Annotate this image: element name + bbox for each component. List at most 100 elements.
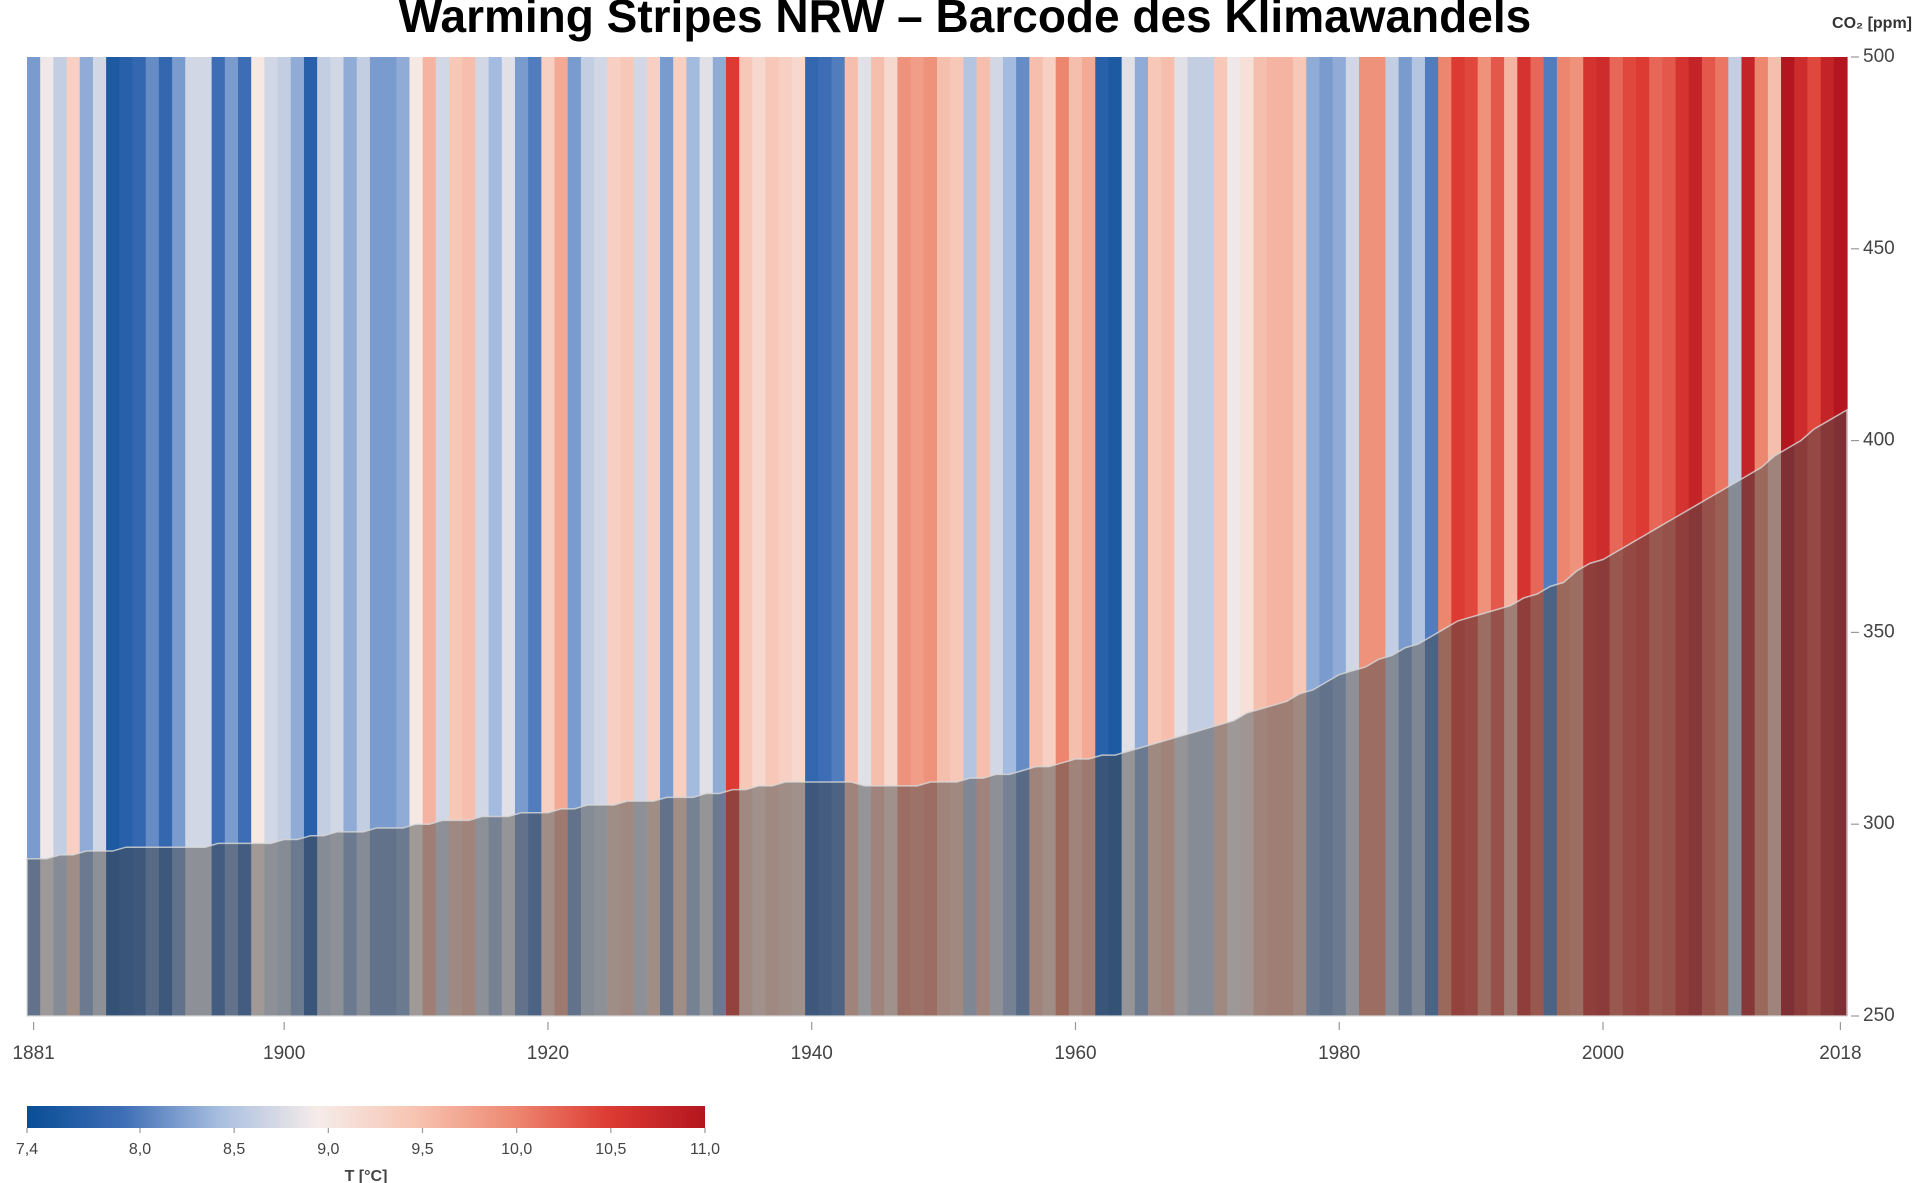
x-tick-label: 2000	[1582, 1043, 1624, 1064]
y2-tick-label: 250	[1863, 1005, 1895, 1026]
stripe	[712, 57, 727, 1016]
stripe	[277, 57, 292, 1016]
colorbar-tick-label: 9,0	[317, 1141, 339, 1158]
stripe	[739, 57, 753, 1016]
x-tick-label: 1881	[12, 1043, 54, 1064]
stripe	[686, 57, 701, 1016]
stripe	[699, 57, 714, 1016]
stripe	[185, 57, 200, 1016]
colorbar	[27, 1106, 705, 1128]
stripe	[765, 57, 780, 1016]
stripe	[92, 57, 107, 1016]
stripe	[673, 57, 688, 1016]
stripe	[514, 57, 529, 1016]
stripe	[818, 57, 833, 1016]
stripe	[303, 57, 318, 1016]
stripe	[396, 57, 411, 1016]
colorbar-tick-label: 9,5	[411, 1141, 433, 1158]
stripe	[791, 57, 806, 1016]
colorbar-tick-label: 8,5	[223, 1141, 245, 1158]
stripe	[778, 57, 793, 1016]
stripe	[607, 57, 622, 1016]
stripe	[937, 57, 951, 1016]
colorbar-tick-label: 7,4	[16, 1141, 38, 1158]
stripe	[976, 57, 991, 1016]
y2-tick-label: 500	[1863, 46, 1895, 67]
stripe	[805, 57, 819, 1016]
stripe	[356, 57, 371, 1016]
stripe	[646, 57, 661, 1016]
stripe	[541, 57, 556, 1016]
stripe	[554, 57, 569, 1016]
stripe	[132, 57, 147, 1016]
stripe	[871, 57, 885, 1016]
x-tick-label: 1940	[791, 1043, 833, 1064]
stripe	[475, 57, 490, 1016]
y2-tick-label: 350	[1863, 621, 1895, 642]
stripe	[40, 57, 54, 1016]
stripe	[844, 57, 859, 1016]
stripe	[290, 57, 305, 1016]
stripe	[66, 57, 81, 1016]
stripe	[897, 57, 912, 1016]
stripe	[580, 57, 595, 1016]
stripe	[422, 57, 437, 1016]
stripe	[224, 57, 239, 1016]
stripe	[923, 57, 938, 1016]
colorbar-tick-label: 10,0	[501, 1141, 532, 1158]
y2-tick-label: 300	[1863, 813, 1895, 834]
stripe	[963, 57, 978, 1016]
y2-axis-label: CO₂ [ppm]	[1832, 15, 1912, 32]
stripe	[567, 57, 582, 1016]
x-tick-label: 1960	[1054, 1043, 1096, 1064]
stripe	[857, 57, 872, 1016]
stripe	[79, 57, 94, 1016]
stripe	[462, 57, 477, 1016]
stripe	[884, 57, 899, 1016]
stripe	[528, 57, 542, 1016]
stripe	[251, 57, 265, 1016]
stripe	[501, 57, 516, 1016]
stripe	[198, 57, 213, 1016]
colorbar-tick-label: 10,5	[595, 1141, 626, 1158]
stripe	[211, 57, 226, 1016]
stripe	[449, 57, 463, 1016]
x-tick-label: 2018	[1819, 1043, 1861, 1064]
stripe	[594, 57, 608, 1016]
co2-area	[26, 408, 1848, 1017]
stripe	[145, 57, 160, 1016]
stripe	[330, 57, 345, 1016]
stripe	[383, 57, 397, 1016]
stripe	[950, 57, 964, 1016]
y2-tick-label: 450	[1863, 238, 1895, 259]
x-tick-label: 1920	[527, 1043, 569, 1064]
stripe	[369, 57, 384, 1016]
colorbar-label: T [°C]	[345, 1168, 388, 1183]
stripe	[158, 57, 173, 1016]
stripe	[172, 57, 186, 1016]
chart-title: Warming Stripes NRW – Barcode des Klimaw…	[399, 0, 1531, 42]
stripe	[409, 57, 424, 1016]
y2-tick-label: 400	[1863, 430, 1895, 451]
stripe	[488, 57, 503, 1016]
x-tick-label: 1900	[263, 1043, 305, 1064]
stripe	[27, 57, 41, 1016]
stripe	[53, 57, 68, 1016]
stripe	[264, 57, 279, 1016]
stripe	[317, 57, 331, 1016]
stripe	[660, 57, 674, 1016]
stripe	[119, 57, 134, 1016]
stripe	[435, 57, 450, 1016]
x-tick-label: 1980	[1318, 1043, 1360, 1064]
stripe	[238, 57, 252, 1016]
stripe	[343, 57, 358, 1016]
colorbar-tick-label: 8,0	[129, 1141, 151, 1158]
stripe	[106, 57, 120, 1016]
stripe	[910, 57, 925, 1016]
stripe	[725, 57, 740, 1016]
stripe	[752, 57, 767, 1016]
colorbar-tick-label: 11,0	[690, 1141, 720, 1158]
stripe	[620, 57, 635, 1016]
stripe	[633, 57, 648, 1016]
